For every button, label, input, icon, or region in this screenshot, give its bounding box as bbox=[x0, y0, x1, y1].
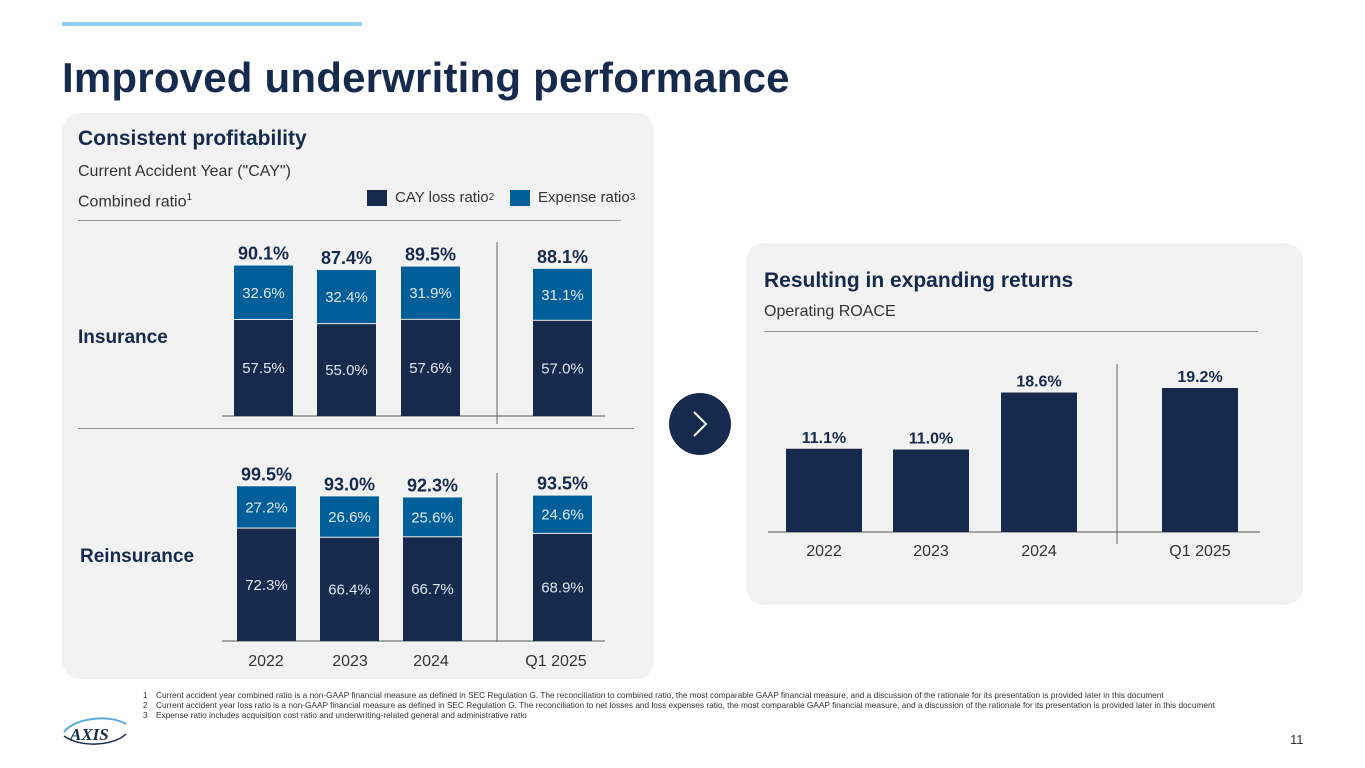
footnote-2: 2 Current accident year loss ratio is a n… bbox=[143, 700, 1215, 711]
left-x-tick-3: Q1 2025 bbox=[525, 653, 586, 670]
insurance-label: Insurance bbox=[78, 327, 168, 348]
footnotes: 1 Current accident year combined ratio is… bbox=[143, 690, 1293, 721]
reinsurance-loss-bar-2 bbox=[403, 537, 462, 641]
roace-value-label-3: 19.2% bbox=[1177, 369, 1222, 386]
roace-chart: 11.1% 2022 11.0% 2023 18.6% 2024 19.2% Q1 2025 bbox=[768, 369, 1260, 560]
roace-x-tick-3: Q1 2025 bbox=[1169, 543, 1230, 560]
insurance-expense-bar-0 bbox=[234, 265, 293, 319]
reinsurance-expense-label-1: 26.6% bbox=[328, 509, 371, 526]
reinsurance-expense-bar-1 bbox=[320, 496, 379, 537]
insurance-loss-bar-2 bbox=[401, 319, 460, 416]
insurance-expense-bar-3 bbox=[533, 268, 592, 320]
page-title: Improved underwriting performance bbox=[62, 54, 790, 101]
insurance-total-label-1: 87.4% bbox=[321, 248, 372, 268]
reinsurance-total-label-1: 93.0% bbox=[324, 474, 375, 494]
insurance-expense-bar-2 bbox=[401, 266, 460, 319]
insurance-expense-label-1: 32.4% bbox=[325, 289, 368, 306]
row-divider bbox=[78, 428, 634, 429]
roace-value-label-1: 11.0% bbox=[909, 431, 953, 448]
cay-subtitle: Current Accident Year ("CAY") bbox=[78, 163, 291, 180]
header-divider bbox=[78, 220, 621, 221]
roace-subtitle: Operating ROACE bbox=[764, 303, 896, 320]
footnote-3: 3 Expense ratio includes acquisition cost… bbox=[143, 710, 527, 721]
roace-bar-3 bbox=[1162, 388, 1238, 532]
title-accent-bar bbox=[62, 22, 362, 26]
reinsurance-total-label-3: 93.5% bbox=[537, 474, 588, 494]
legend-expense-ratio: Expense ratio 3 bbox=[510, 189, 635, 206]
roace-bar-1 bbox=[893, 449, 969, 532]
reinsurance-loss-label-1: 66.4% bbox=[328, 581, 371, 598]
insurance-loss-label-1: 55.0% bbox=[325, 362, 368, 379]
roace-x-tick-2: 2024 bbox=[1021, 543, 1057, 560]
reinsurance-expense-label-0: 27.2% bbox=[245, 499, 288, 516]
reinsurance-loss-label-0: 72.3% bbox=[245, 577, 288, 594]
reinsurance-label: Reinsurance bbox=[80, 546, 195, 567]
insurance-loss-bar-3 bbox=[533, 320, 592, 416]
reinsurance-expense-bar-3 bbox=[533, 495, 592, 533]
roace-x-tick-0: 2022 bbox=[806, 543, 842, 560]
axis-logo: AXIS bbox=[60, 710, 130, 755]
roace-value-label-0: 11.1% bbox=[802, 430, 846, 447]
reinsurance-expense-bar-0 bbox=[237, 486, 296, 528]
reinsurance-loss-bar-3 bbox=[533, 533, 592, 641]
insurance-expense-bar-1 bbox=[317, 270, 376, 324]
footnote-1: 1 Current accident year combined ratio is… bbox=[143, 690, 1164, 700]
reinsurance-expense-label-3: 24.6% bbox=[541, 507, 584, 524]
insurance-total-label-3: 88.1% bbox=[537, 247, 588, 267]
left-x-tick-2: 2024 bbox=[413, 653, 449, 670]
insurance-chart: 57.5% 32.6% 90.1% 55.0% 32.4% 87.4% 57.6% 31.9%… bbox=[222, 244, 605, 417]
profitability-heading: Consistent profitability bbox=[78, 127, 307, 150]
next-arrow-button bbox=[669, 393, 731, 455]
reinsurance-total-label-2: 92.3% bbox=[407, 475, 458, 495]
insurance-expense-label-2: 31.9% bbox=[409, 285, 452, 302]
page-number: 11 bbox=[1290, 732, 1304, 747]
insurance-loss-label-3: 57.0% bbox=[541, 360, 584, 377]
returns-heading: Resulting in expanding returns bbox=[764, 269, 1074, 292]
left-x-tick-1: 2023 bbox=[332, 653, 368, 670]
insurance-loss-bar-0 bbox=[234, 319, 293, 416]
reinsurance-expense-label-2: 25.6% bbox=[411, 509, 454, 526]
combined-ratio-subtitle: Combined ratio1 bbox=[78, 192, 193, 211]
roace-x-tick-1: 2023 bbox=[913, 543, 949, 560]
reinsurance-loss-bar-0 bbox=[237, 528, 296, 641]
roace-value-label-2: 18.6% bbox=[1016, 374, 1061, 391]
reinsurance-loss-label-2: 66.7% bbox=[411, 581, 454, 598]
insurance-total-label-2: 89.5% bbox=[405, 245, 456, 265]
insurance-expense-label-0: 32.6% bbox=[242, 285, 285, 302]
insurance-loss-label-2: 57.6% bbox=[409, 360, 452, 377]
logo-text: AXIS bbox=[69, 725, 109, 744]
returns-divider bbox=[764, 331, 1258, 332]
roace-bar-0 bbox=[786, 448, 862, 532]
insurance-loss-bar-1 bbox=[317, 324, 376, 416]
reinsurance-loss-label-3: 68.9% bbox=[541, 579, 584, 596]
chevron-right-icon bbox=[693, 411, 708, 437]
insurance-total-label-0: 90.1% bbox=[238, 244, 289, 264]
reinsurance-loss-bar-1 bbox=[320, 537, 379, 641]
legend-loss-ratio: CAY loss ratio 2 bbox=[367, 189, 494, 206]
reinsurance-expense-bar-2 bbox=[403, 497, 462, 537]
legend-loss-swatch bbox=[367, 189, 387, 206]
roace-bar-2 bbox=[1001, 392, 1077, 532]
insurance-loss-label-0: 57.5% bbox=[242, 360, 285, 377]
left-x-tick-0: 2022 bbox=[248, 653, 284, 670]
insurance-expense-label-3: 31.1% bbox=[541, 287, 584, 304]
legend-expense-swatch bbox=[510, 189, 530, 206]
reinsurance-chart: 72.3% 27.2% 99.5% 66.4% 26.6% 93.0% 66.7% 25.6%… bbox=[222, 464, 605, 670]
reinsurance-total-label-0: 99.5% bbox=[241, 464, 292, 484]
